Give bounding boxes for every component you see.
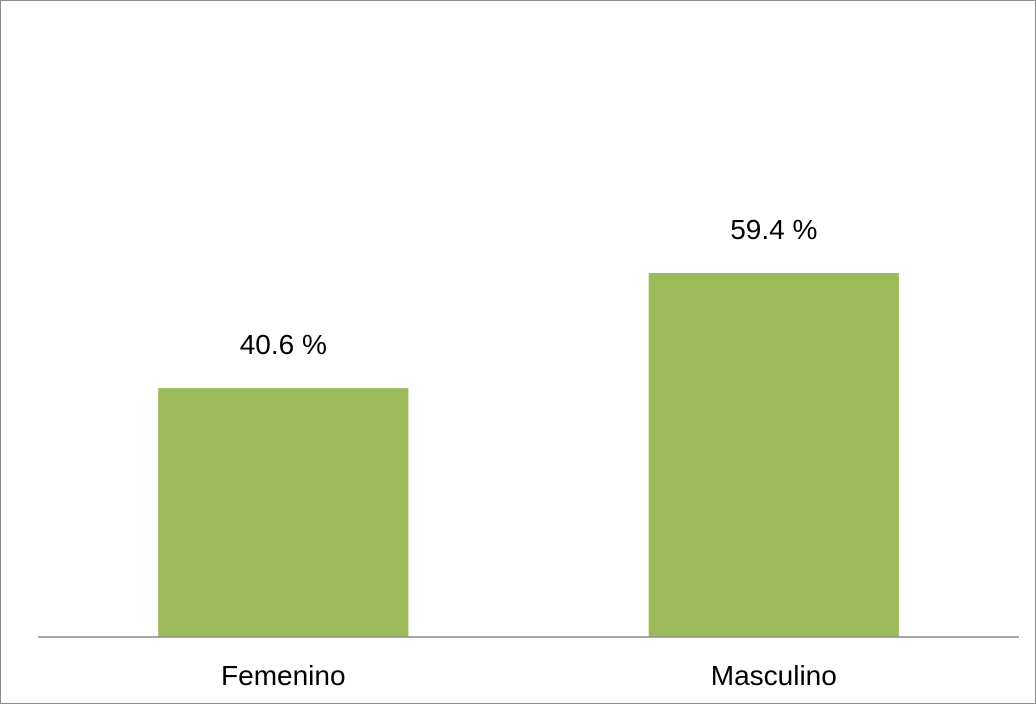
data-label-femenino: 40.6 % — [240, 329, 327, 360]
bar-masculino — [648, 273, 899, 637]
labels-layer: 40.6 % 59.4 % — [240, 214, 818, 360]
x-tick-label-masculino: Masculino — [711, 660, 837, 691]
bar-femenino — [158, 388, 409, 637]
x-tick-label-femenino: Femenino — [221, 660, 346, 691]
x-tick-labels: Femenino Masculino — [221, 660, 837, 691]
data-label-masculino: 59.4 % — [730, 214, 817, 245]
bars-layer — [158, 273, 899, 637]
